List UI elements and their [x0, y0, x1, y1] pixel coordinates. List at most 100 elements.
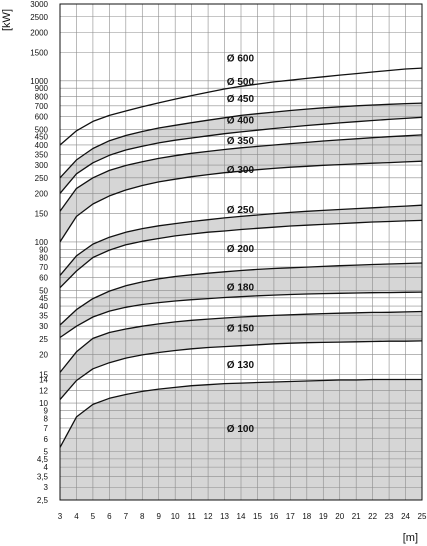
- x-tick-label: 19: [319, 512, 328, 521]
- x-tick-label: 13: [220, 512, 229, 521]
- curve-line: [59, 310, 423, 373]
- x-tick-label: 8: [140, 512, 145, 521]
- y-tick-label: 8: [44, 415, 49, 424]
- x-tick-label: 16: [269, 512, 278, 521]
- y-tick-label: 50: [39, 286, 48, 295]
- curves: [59, 67, 423, 448]
- x-tick-label: 20: [335, 512, 344, 521]
- x-tick-label: 12: [204, 512, 213, 521]
- band-label: Ø 130: [227, 360, 255, 371]
- band-label: Ø 350: [227, 136, 255, 147]
- x-tick-label: 22: [368, 512, 377, 521]
- y-tick-label: 250: [35, 174, 49, 183]
- y-tick-label: 700: [35, 102, 49, 111]
- y-tick-label: 14: [39, 375, 48, 384]
- y-tick-label: 25: [39, 335, 48, 344]
- shaded-band: [60, 311, 422, 400]
- y-tick-label: 1000: [30, 77, 48, 86]
- y-tick-label: 200: [35, 189, 49, 198]
- band-labels: Ø 100 Ø 130 Ø 150 Ø 180 Ø 200 Ø 250 Ø 300 Ø 350…: [227, 53, 255, 435]
- y-tick-label: 900: [35, 84, 49, 93]
- y-tick-label: 45: [39, 294, 48, 303]
- y-tick-label: 600: [35, 113, 49, 122]
- band-label: Ø 180: [227, 282, 255, 293]
- x-tick-label: 14: [237, 512, 246, 521]
- band-label: Ø 400: [227, 116, 255, 127]
- band-label: Ø 500: [227, 77, 255, 88]
- y-tick-label: 15: [39, 371, 48, 380]
- curve-line: [59, 102, 423, 179]
- curve-line: [59, 204, 423, 276]
- band-label: Ø 300: [227, 165, 255, 176]
- shaded-band: [60, 263, 422, 338]
- y-tick-label: 1500: [30, 48, 48, 57]
- curve-line: [59, 378, 422, 448]
- plot-frame: [59, 3, 423, 501]
- y-tick-label: 3: [44, 483, 49, 492]
- y-tick-label: 12: [39, 386, 48, 395]
- band-label: Ø 600: [227, 53, 255, 64]
- x-tick-label: 5: [91, 512, 96, 521]
- band-label: Ø 100: [227, 424, 255, 435]
- y-tick-label: 500: [35, 125, 49, 134]
- y-tick-label: 5: [44, 448, 49, 457]
- y-tick-label: 4: [44, 463, 49, 472]
- y-tick-label: 70: [39, 263, 48, 272]
- x-tick-label: 18: [302, 512, 311, 521]
- y-tick-label: 7: [44, 424, 49, 433]
- y-tick-label: 6: [44, 435, 49, 444]
- curve-line: [59, 262, 423, 326]
- curve-line: [59, 67, 423, 146]
- y-tick-label: 10: [39, 399, 48, 408]
- y-tick-label: 4,5: [37, 455, 49, 464]
- curve-line: [59, 116, 423, 194]
- x-tick-labels: 3 4 5 6 7 8 9 10 11 12 13 14 15 16 17 18 19 20 21 22 23 24 25: [58, 512, 427, 521]
- y-tick-label: 300: [35, 161, 49, 170]
- x-tick-label: 9: [157, 512, 162, 521]
- y-tick-label: 2500: [30, 13, 48, 22]
- curve-line: [59, 340, 423, 401]
- curve-line: [59, 291, 423, 339]
- x-tick-label: 6: [107, 512, 112, 521]
- y-tick-label: 400: [35, 141, 49, 150]
- y-axis-label: [kW]: [1, 9, 13, 31]
- y-tick-label: 3,5: [37, 472, 49, 481]
- x-axis-label: [m]: [403, 532, 418, 544]
- grid: [59, 3, 423, 501]
- x-tick-label: 15: [253, 512, 262, 521]
- y-tick-label: 30: [39, 322, 48, 331]
- x-tick-label: 21: [352, 512, 361, 521]
- band-label: Ø 450: [227, 94, 255, 105]
- y-tick-label: 2,5: [37, 496, 49, 505]
- y-tick-label: 150: [35, 210, 49, 219]
- y-tick-label: 350: [35, 150, 49, 159]
- y-tick-label: 100: [35, 238, 49, 247]
- y-tick-label: 450: [35, 133, 49, 142]
- x-tick-label: 23: [385, 512, 394, 521]
- curve-line: [59, 219, 423, 289]
- y-tick-label: 40: [39, 302, 48, 311]
- y-tick-label: 35: [39, 311, 48, 320]
- x-tick-label: 25: [418, 512, 427, 521]
- band-label: Ø 200: [227, 244, 255, 255]
- x-tick-label: 4: [74, 512, 79, 521]
- y-tick-label: 3000: [30, 0, 48, 9]
- x-tick-label: 3: [58, 512, 63, 521]
- x-tick-label: 10: [171, 512, 180, 521]
- x-tick-label: 11: [187, 512, 196, 521]
- x-tick-label: 7: [124, 512, 129, 521]
- band-label: Ø 250: [227, 205, 255, 216]
- shaded-band: [60, 134, 422, 242]
- y-tick-label: 9: [44, 406, 49, 415]
- y-tick-label: 60: [39, 274, 48, 283]
- x-tick-label: 17: [286, 512, 295, 521]
- y-tick-label: 2000: [30, 28, 48, 37]
- x-tick-label: 24: [401, 512, 410, 521]
- y-tick-label: 80: [39, 254, 48, 263]
- band-label: Ø 150: [227, 323, 255, 334]
- curve-line: [59, 134, 423, 212]
- curve-line: [59, 160, 423, 243]
- y-tick-label: 90: [39, 245, 48, 254]
